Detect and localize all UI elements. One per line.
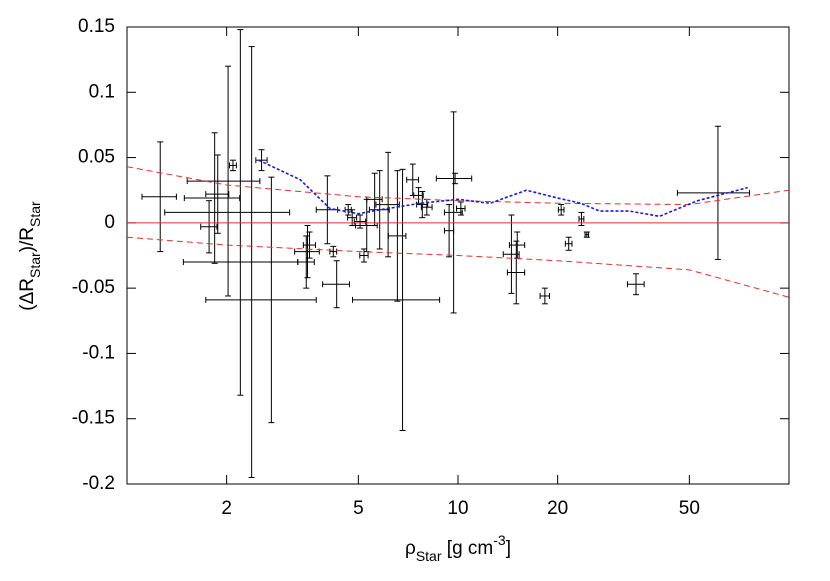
x-tick-label: 20	[547, 498, 568, 519]
label-part: Star	[416, 548, 442, 564]
y-tick-label: 0	[104, 212, 115, 233]
y-tick-label: -0.2	[82, 473, 115, 494]
curve	[258, 159, 748, 218]
y-axis-label: (ΔRStar)/RStar	[17, 201, 43, 311]
y-tick-label: -0.05	[72, 277, 115, 298]
y-tick-label: 0.15	[78, 16, 115, 37]
y-tick-label: -0.1	[82, 342, 115, 363]
x-axis-label: ρStar [g cm-3]	[405, 532, 511, 564]
x-tick-label: 10	[447, 498, 468, 519]
x-tick-label: 50	[679, 498, 700, 519]
label-part: Star	[27, 201, 43, 227]
plot-area	[127, 29, 789, 478]
label-part: [g cm	[442, 538, 494, 559]
label-part: ]	[506, 538, 511, 559]
x-tick-label: 5	[353, 498, 364, 519]
label-part: -3	[493, 532, 506, 548]
y-tick-label: -0.15	[72, 408, 115, 429]
y-tick-label: 0.1	[89, 81, 115, 102]
label-part: ρ	[405, 538, 416, 559]
label-part: (ΔR	[17, 278, 38, 311]
label-part: Star	[27, 252, 43, 278]
x-tick-label: 2	[221, 498, 232, 519]
curve	[127, 236, 789, 298]
y-tick-label: 0.05	[78, 147, 115, 168]
label-part: )/R	[17, 227, 38, 252]
